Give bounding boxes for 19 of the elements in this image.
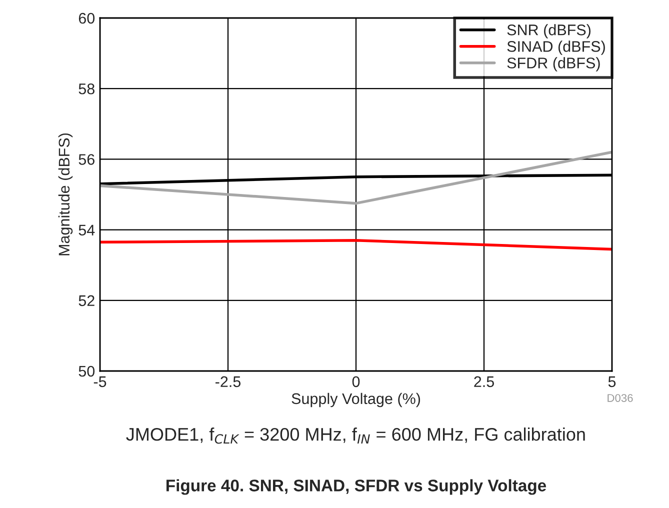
y-tick-label: 54 (78, 224, 95, 236)
y-tick-label: 50 (78, 366, 95, 377)
y-axis-title: Magnitude (dBFS) (58, 133, 73, 256)
x-tick-label: -2.5 (216, 376, 241, 388)
x-tick-label: 5 (608, 376, 616, 388)
legend-label: SINAD (dBFS) (507, 40, 605, 55)
x-tick-label: 2.5 (474, 376, 494, 388)
legend-label: SNR (dBFS) (507, 24, 591, 38)
text: JMODE1, f$_{CLK}$ = 3200 MHz, f$_{IN}$ = 600 MHz, FG calibration (126, 427, 585, 444)
legend-label: SFDR (dBFS) (507, 57, 600, 72)
y-tick-label: 60 (78, 12, 95, 24)
y-tick-label: 58 (78, 83, 94, 94)
text: Figure 40. SNR, SINAD, SFDR vs Supply Voltage (166, 479, 546, 495)
x-tick-label: -5 (94, 376, 106, 388)
y-tick-label: 56 (78, 154, 94, 165)
x-axis-title: Supply Voltage (%) (292, 392, 420, 408)
y-tick-label: 52 (78, 295, 94, 306)
text: D036 (608, 394, 633, 402)
x-tick-label: 0 (352, 376, 360, 388)
